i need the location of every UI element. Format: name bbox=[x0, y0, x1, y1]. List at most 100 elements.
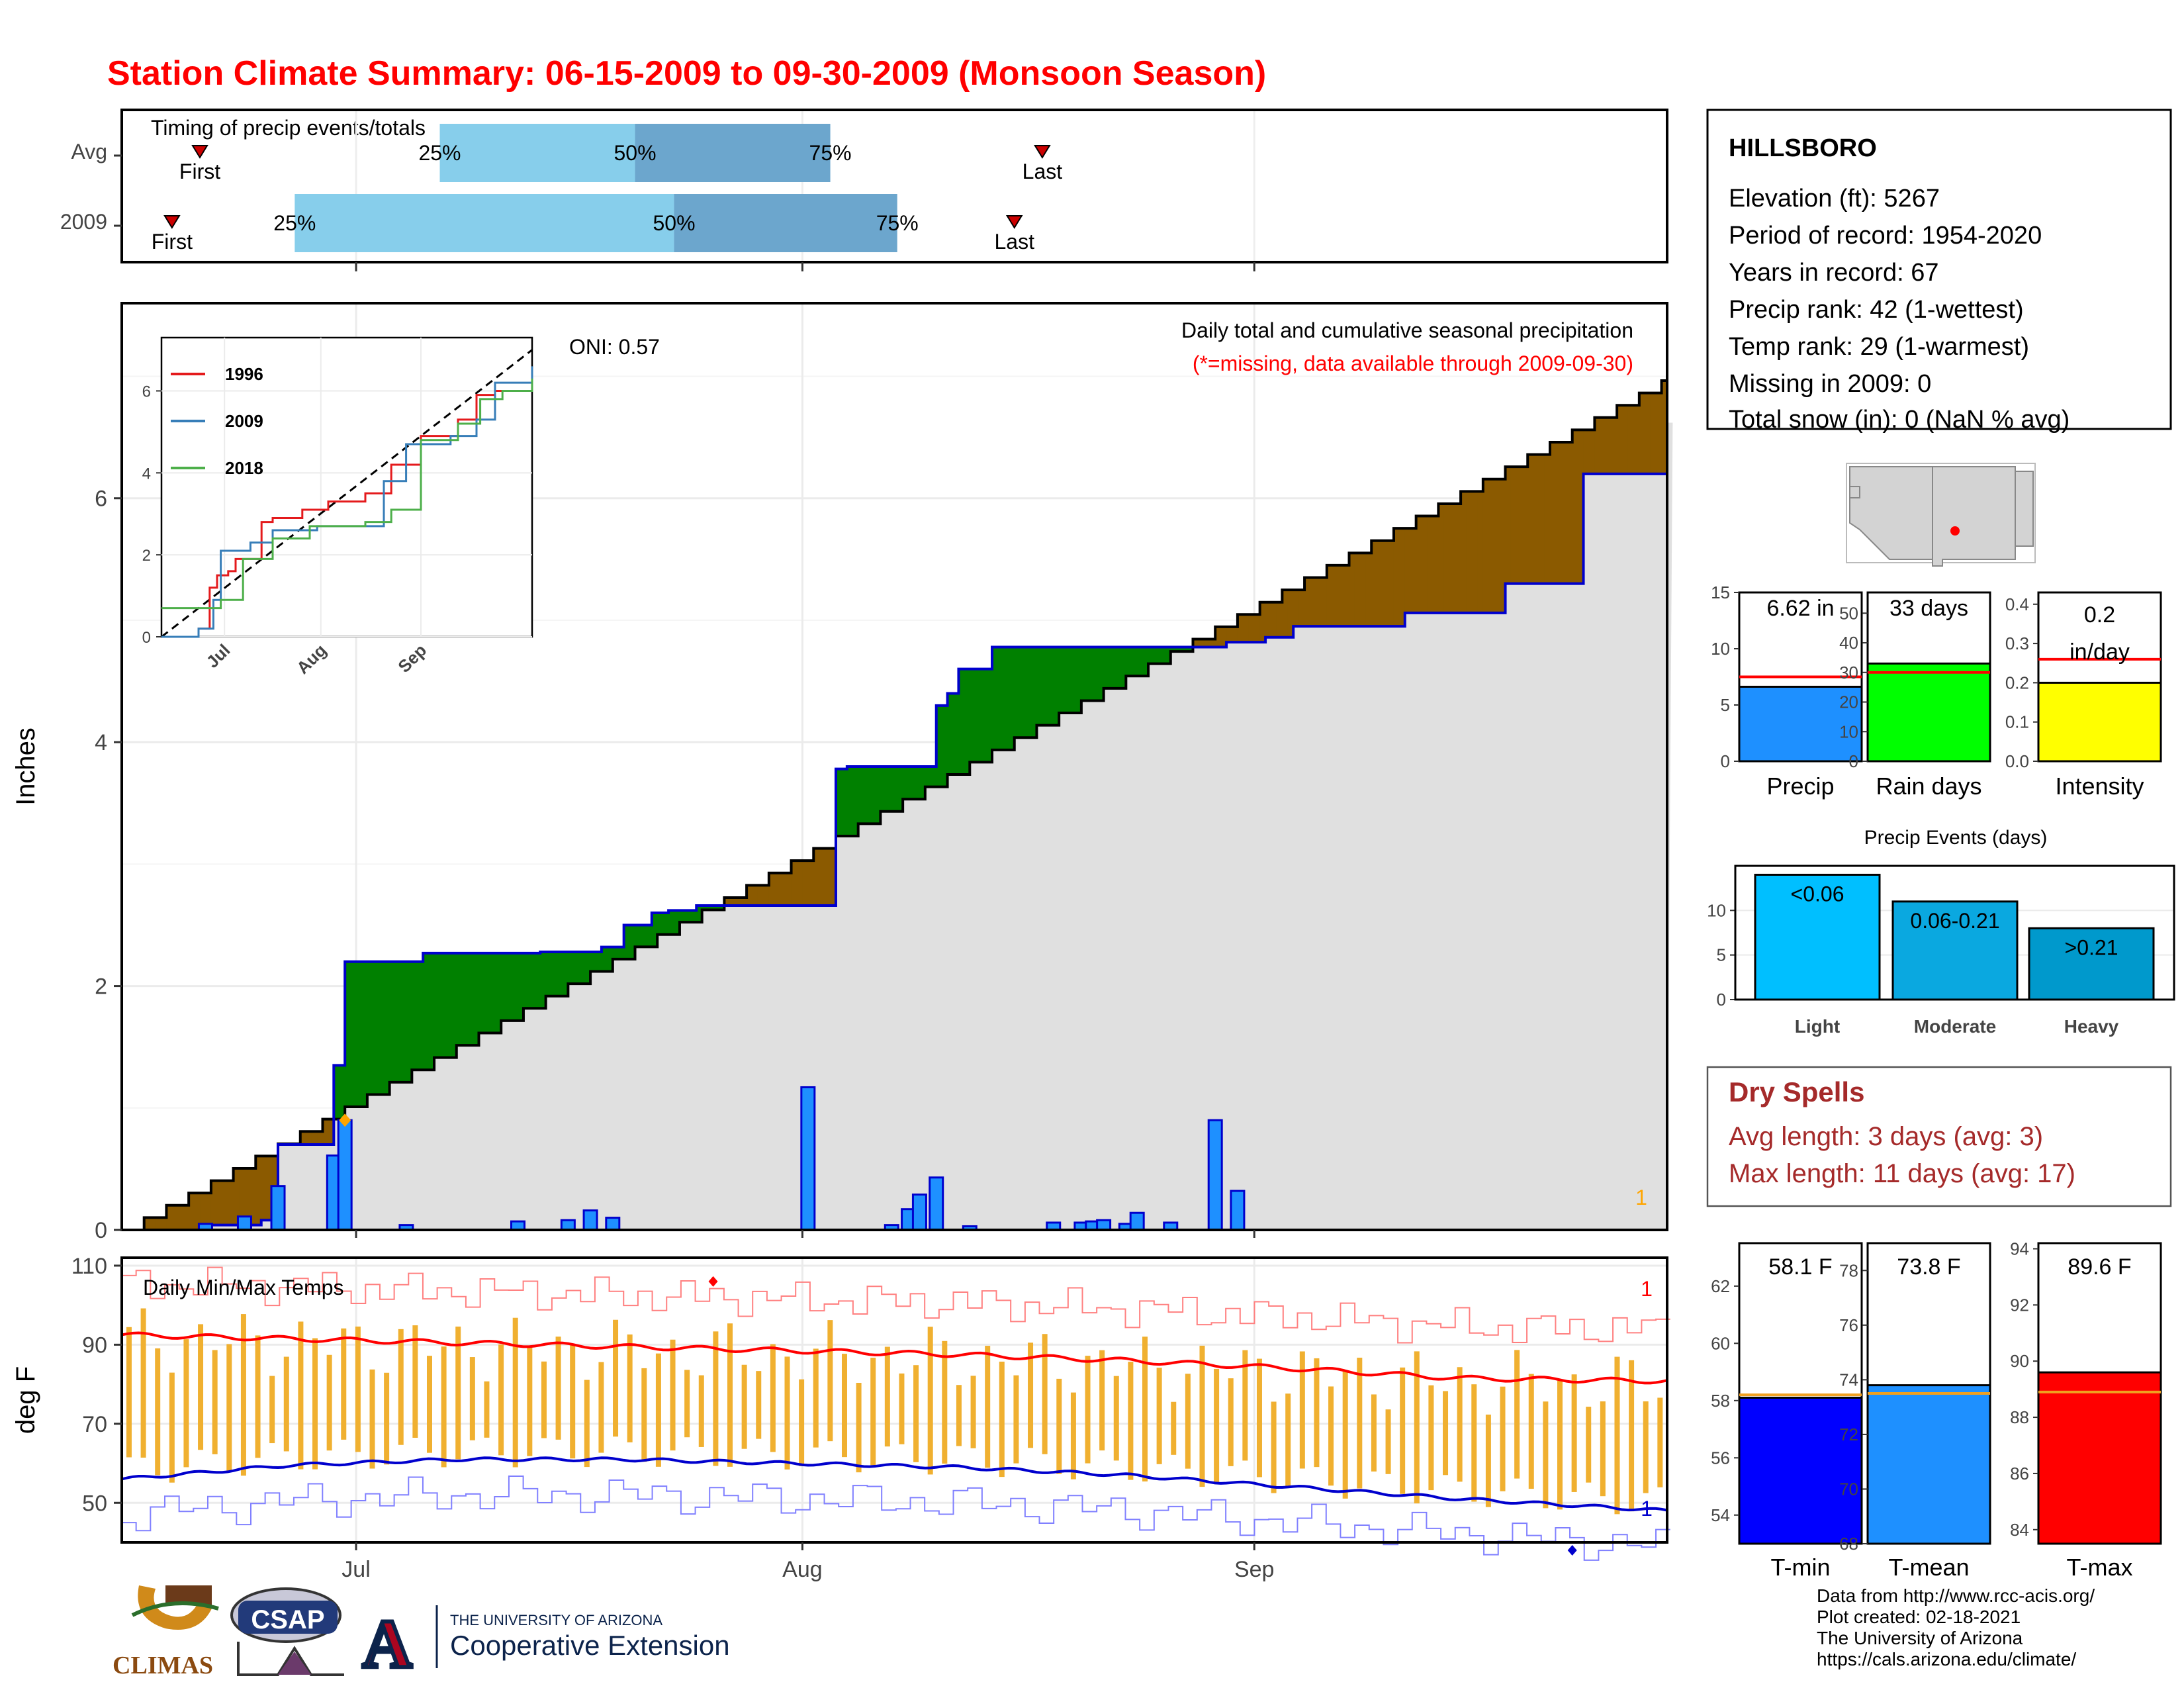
daily-temp-bar bbox=[598, 1362, 604, 1453]
events-ytick-label: 10 bbox=[1707, 900, 1726, 920]
above-average-area bbox=[529, 953, 535, 1009]
daily-temp-bar bbox=[1528, 1374, 1534, 1489]
temp-summary-ytick-label: 56 bbox=[1711, 1448, 1730, 1468]
above-average-area bbox=[942, 705, 948, 787]
credits: Data from http://www.rcc-acis.org/ Plot … bbox=[1817, 1585, 2095, 1669]
events-ytick-label: 0 bbox=[1717, 990, 1726, 1009]
below-average-area bbox=[1650, 393, 1657, 474]
daily-temp-bar bbox=[641, 1368, 647, 1462]
temp-panel: Daily Min/Max Temps deg F 1 1 507090110 … bbox=[11, 1254, 1670, 1582]
inset-average-line bbox=[161, 349, 533, 638]
below-average-area bbox=[791, 861, 797, 906]
below-average-area bbox=[1482, 479, 1489, 613]
below-average-area bbox=[1510, 467, 1518, 584]
event-bar-range-label: 0.06-0.21 bbox=[1910, 909, 1999, 933]
daily-temp-bar bbox=[913, 1365, 919, 1462]
below-average-area bbox=[1555, 442, 1562, 584]
below-average-area bbox=[233, 1168, 240, 1225]
precip-panel-title: Daily total and cumulative seasonal prec… bbox=[1181, 318, 1633, 342]
precip-ylabel: Inches bbox=[11, 727, 40, 806]
daily-temp-bar bbox=[1342, 1370, 1348, 1499]
above-average-area bbox=[406, 961, 412, 1082]
summary-bar-ytick-label: 50 bbox=[1839, 603, 1858, 623]
daily-temp-bar bbox=[1643, 1401, 1649, 1493]
daily-temp-bar bbox=[1285, 1393, 1291, 1487]
above-average-area bbox=[551, 952, 558, 996]
below-average-area bbox=[780, 872, 786, 906]
daily-temp-bar bbox=[756, 1371, 762, 1439]
temp-summary-ytick-label: 94 bbox=[2010, 1239, 2029, 1258]
first-event-marker bbox=[163, 215, 181, 229]
below-average-area bbox=[216, 1180, 223, 1225]
above-average-area bbox=[451, 953, 457, 1058]
precip-ytick-label: 2 bbox=[95, 974, 107, 1000]
temp-summary-bar bbox=[1866, 1384, 1991, 1545]
above-average-area bbox=[562, 952, 569, 996]
below-average-area bbox=[1466, 491, 1473, 613]
below-average-area bbox=[166, 1205, 173, 1230]
below-average-area bbox=[177, 1205, 184, 1230]
above-average-area bbox=[568, 952, 574, 984]
below-average-area bbox=[1500, 479, 1506, 613]
above-average-area bbox=[373, 961, 379, 1095]
above-average-area bbox=[685, 910, 692, 923]
temp-summary-label: T-mean bbox=[1888, 1554, 1969, 1581]
above-average-area bbox=[846, 767, 853, 836]
daily-temp-bar bbox=[841, 1354, 847, 1458]
temp-summary-ytick-label: 86 bbox=[2010, 1464, 2029, 1483]
temp-summary-bars: 54 56 58 60 62 58.1 F T-min 68 70 72 74 76 78 73.8 F T… bbox=[1711, 1239, 2162, 1581]
below-average-area bbox=[729, 897, 736, 906]
daily-temp-bar bbox=[1586, 1407, 1592, 1483]
daily-temp-bar bbox=[1443, 1391, 1449, 1476]
above-average-area bbox=[903, 767, 909, 800]
above-average-area bbox=[696, 906, 703, 923]
daily-temp-bar bbox=[1614, 1356, 1620, 1515]
avg-max-temp-line bbox=[121, 1331, 1668, 1385]
daily-temp-bar bbox=[784, 1356, 790, 1470]
daily-temp-bar bbox=[1428, 1385, 1434, 1491]
daily-temp-bar bbox=[1371, 1394, 1377, 1472]
above-average-area bbox=[1170, 647, 1177, 652]
daily-temp-bar bbox=[527, 1347, 533, 1456]
below-average-area bbox=[1461, 491, 1467, 613]
daily-temp-bar bbox=[226, 1344, 232, 1473]
event-bar-category-label: Moderate bbox=[1914, 1016, 1996, 1037]
below-average-area bbox=[306, 1131, 312, 1145]
below-average-area bbox=[1243, 614, 1250, 643]
credit-line-2: Plot created: 02-18-2021 bbox=[1817, 1607, 2021, 1627]
below-average-area bbox=[724, 897, 731, 906]
events-frame-outline bbox=[1734, 865, 2175, 1001]
daily-temp-bar bbox=[570, 1344, 576, 1459]
inset-legend-label: 2009 bbox=[225, 411, 263, 431]
timing-label: Timing of precip events/totals bbox=[151, 116, 426, 140]
event-bar-category-label: Light bbox=[1795, 1016, 1840, 1037]
month-tick-label: Sep bbox=[1234, 1557, 1275, 1582]
daily-temp-bar bbox=[698, 1375, 704, 1447]
below-average-area bbox=[1627, 405, 1635, 474]
summary-bar-value-label: in/day bbox=[2070, 639, 2130, 665]
below-average-area bbox=[1365, 553, 1372, 627]
temp-summary-ytick-label: 58 bbox=[1711, 1391, 1730, 1411]
above-average-area bbox=[880, 767, 887, 812]
daily-precip-bar bbox=[605, 1217, 621, 1231]
above-average-area bbox=[1092, 647, 1099, 701]
below-average-area bbox=[1656, 393, 1662, 474]
timing-bar-25-50 bbox=[295, 194, 674, 252]
daily-temp-bar bbox=[870, 1358, 876, 1466]
temp-summary-ytick-label: 68 bbox=[1839, 1534, 1858, 1554]
above-average-area bbox=[1020, 647, 1026, 738]
daily-temp-bar bbox=[1271, 1401, 1277, 1493]
below-average-area bbox=[807, 861, 814, 906]
below-average-area bbox=[1455, 503, 1461, 613]
inset-series-line-2018 bbox=[161, 378, 533, 610]
first-event-label: First bbox=[152, 230, 193, 254]
daily-temp-bar bbox=[169, 1372, 175, 1483]
above-average-area bbox=[1098, 647, 1105, 701]
above-average-area bbox=[1154, 647, 1160, 664]
below-average-area bbox=[1622, 405, 1629, 474]
above-average-area bbox=[874, 767, 882, 824]
above-average-area bbox=[835, 769, 842, 836]
daily-precip-bar bbox=[582, 1209, 598, 1231]
below-average-area bbox=[774, 872, 781, 906]
month-tick-label: Jul bbox=[341, 1557, 370, 1582]
